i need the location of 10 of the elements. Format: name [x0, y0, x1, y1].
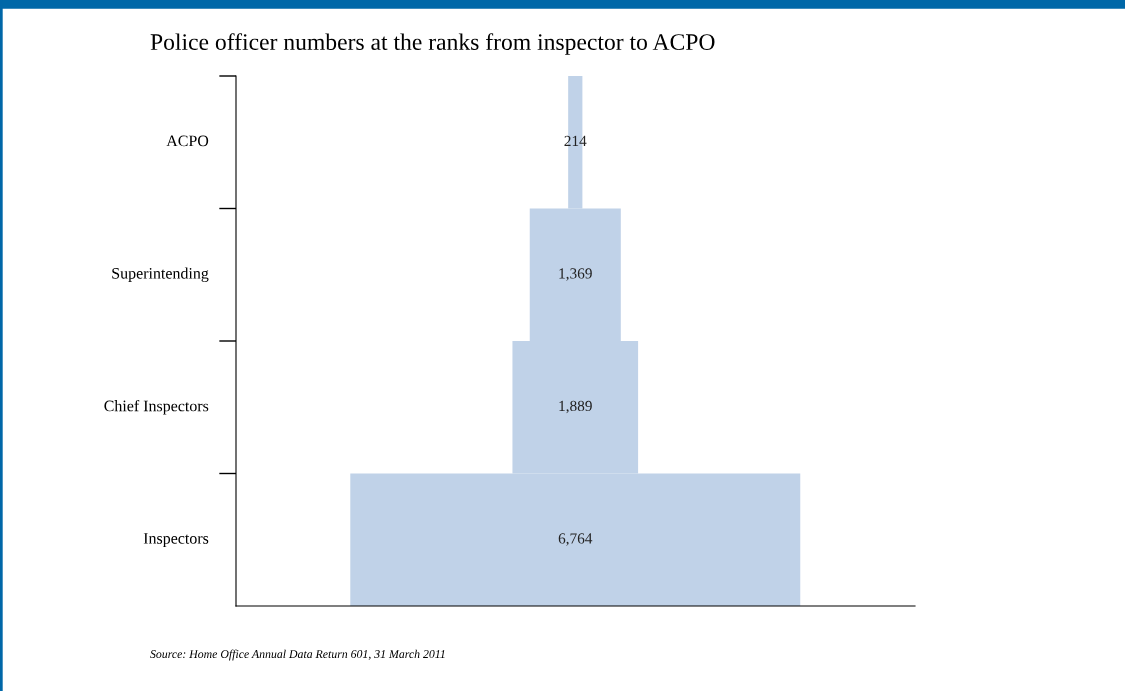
data-label: 1,369	[559, 268, 592, 281]
category-label: ACPO	[166, 135, 209, 147]
data-label: 214	[564, 135, 587, 146]
data-label: 1,889	[559, 400, 592, 414]
source-note: Source: Home Office Annual Data Return 601, 31 March 2011	[150, 649, 445, 661]
category-label: Superintending	[112, 267, 209, 283]
category-label: Chief Inspectors	[104, 399, 209, 415]
text: Police officer numbers at the ranks from inspector to ACPO	[150, 33, 715, 55]
data-label: 6,764	[558, 533, 593, 546]
category-label: Inspectors	[143, 533, 209, 547]
